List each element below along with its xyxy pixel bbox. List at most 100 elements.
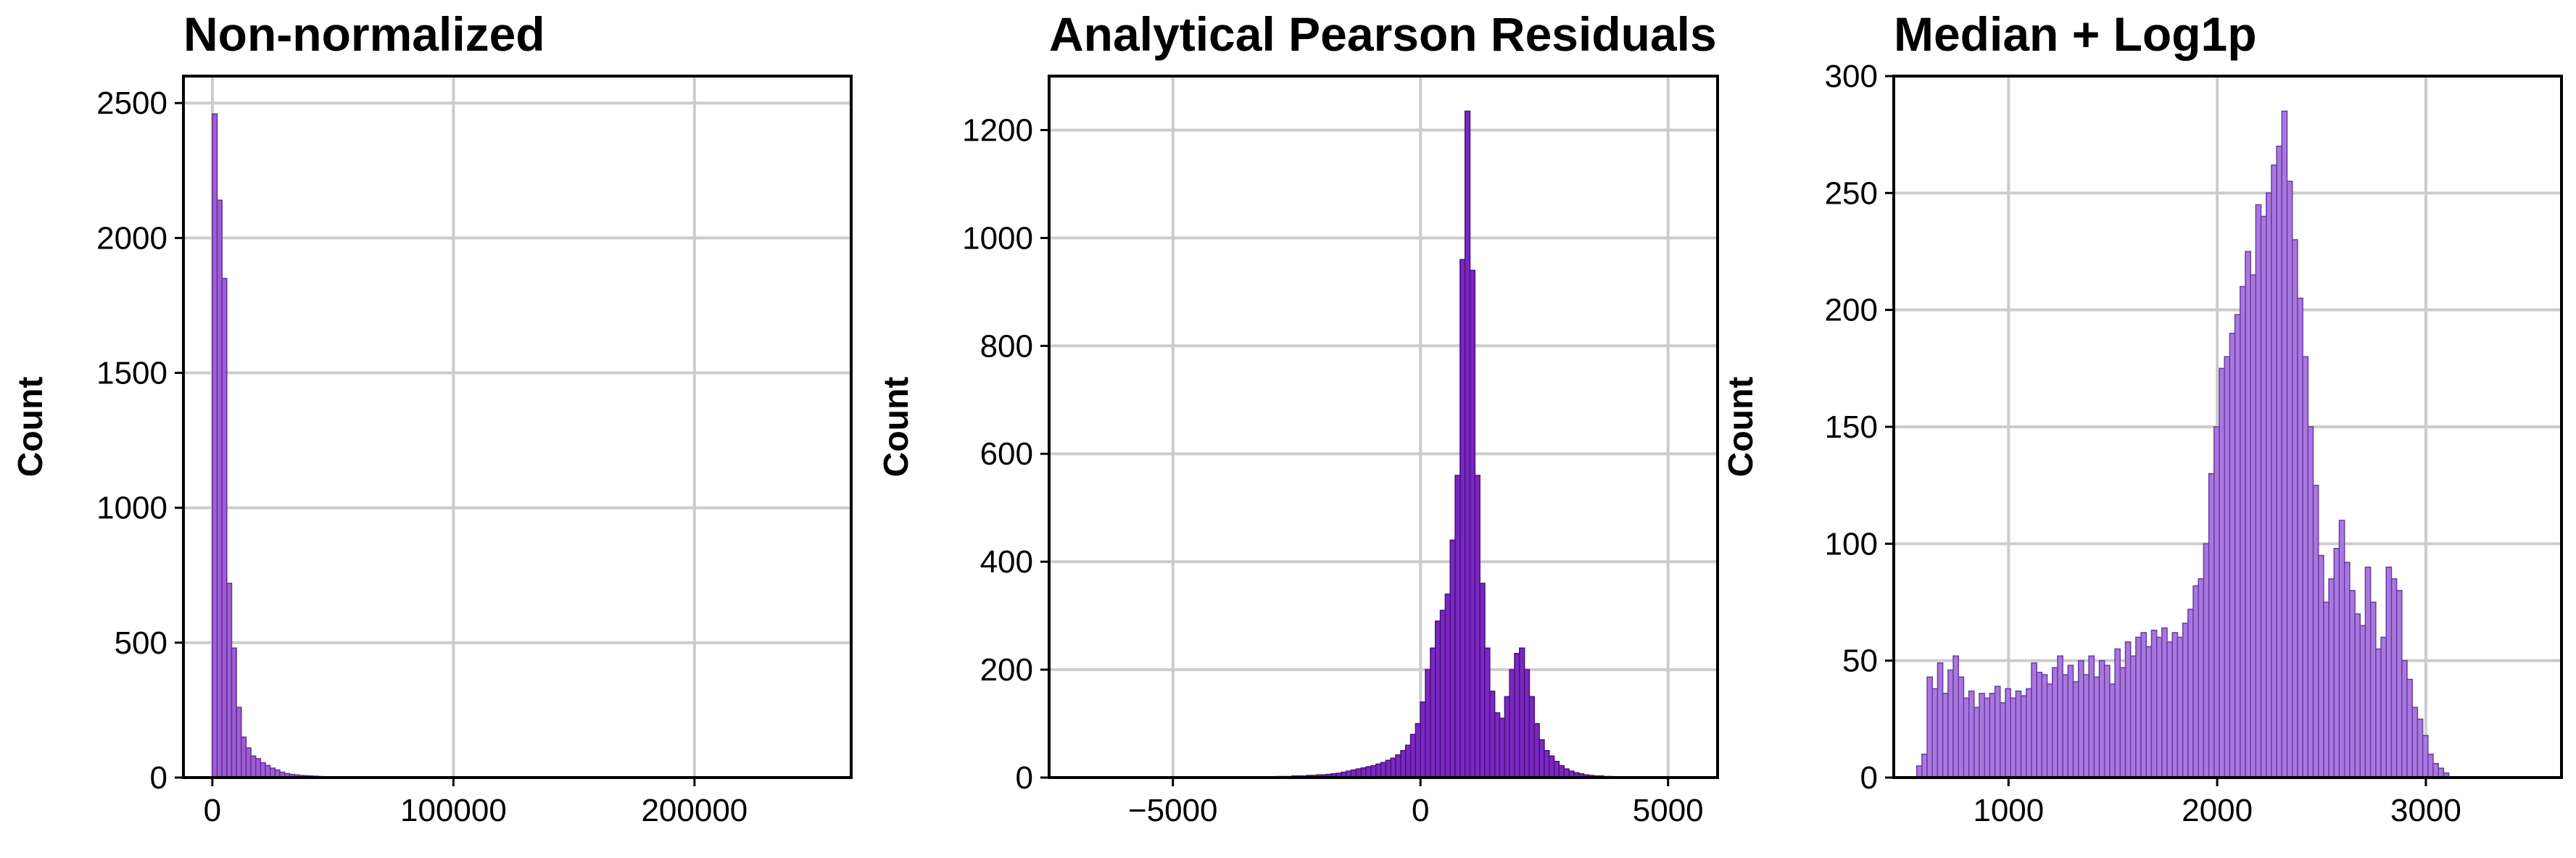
histogram-bar <box>1558 765 1565 778</box>
chart-title: Median + Log1p <box>1894 7 2257 61</box>
histogram-bar <box>2323 601 2329 778</box>
histogram-bar <box>2155 636 2163 778</box>
histogram-bar <box>1952 655 1959 778</box>
histogram-bar <box>2359 625 2366 778</box>
histogram-bar <box>2276 146 2283 778</box>
histogram-bar <box>2010 697 2017 778</box>
y-tick-label: 500 <box>115 625 167 661</box>
histogram-bar <box>1380 762 1387 778</box>
histogram-bar <box>2026 688 2032 778</box>
histogram-bar <box>1474 475 1480 778</box>
x-tick-label: −5000 <box>1128 793 1218 828</box>
histogram-bar <box>1484 647 1491 778</box>
histogram-bar <box>2333 548 2340 778</box>
histogram-bar <box>1464 110 1471 778</box>
histogram-bar <box>1519 647 1525 778</box>
histogram-bar <box>1994 686 2001 778</box>
histogram-bar <box>1937 662 1944 778</box>
histogram-bar <box>2161 627 2168 778</box>
y-tick-label: 0 <box>150 760 167 796</box>
histogram-bar <box>2198 578 2205 778</box>
histogram-bar <box>2093 676 2100 778</box>
histogram-bar <box>2385 566 2393 778</box>
histogram-bar <box>2265 192 2272 778</box>
histogram-bar <box>216 199 223 778</box>
histogram-bar <box>1538 739 1545 778</box>
histogram-bar <box>1434 620 1441 778</box>
y-tick-label: 400 <box>980 544 1033 580</box>
histogram-bar <box>1553 760 1560 778</box>
histogram-bar <box>1989 693 1996 778</box>
histogram-bar <box>2317 554 2324 778</box>
histogram-bar <box>1479 583 1486 778</box>
x-tick-label: 2000 <box>2182 793 2253 828</box>
histogram-bar <box>2119 667 2126 778</box>
histogram-bar <box>1931 688 1939 778</box>
histogram-bar <box>1404 744 1412 778</box>
histogram-bar <box>2088 655 2095 778</box>
histogram-bar <box>2140 632 2148 778</box>
histogram-bar <box>2057 655 2063 778</box>
histogram-bar <box>2349 590 2356 778</box>
y-tick-label: 100 <box>1825 526 1878 562</box>
y-tick-label: 300 <box>1825 59 1878 94</box>
y-axis-label: Count <box>12 377 50 478</box>
histogram-bar <box>226 583 233 778</box>
histogram-bar <box>2286 180 2293 778</box>
histogram-bar <box>2171 632 2179 778</box>
histogram-bar <box>236 707 242 778</box>
axes-frame <box>182 75 853 779</box>
histogram-bar <box>1916 765 1923 778</box>
histogram-bar <box>2213 426 2220 778</box>
histogram-bar <box>2187 608 2194 778</box>
histogram-bar <box>1425 669 1431 778</box>
histogram-bar <box>1968 690 1975 778</box>
histogram-bar <box>1375 763 1382 778</box>
bars <box>1172 110 1620 778</box>
histogram-bar <box>2375 648 2382 778</box>
histogram-bar <box>254 758 262 778</box>
histogram-bar <box>2103 665 2111 778</box>
histogram-bar <box>2245 251 2251 778</box>
histogram-bar <box>2354 613 2361 778</box>
histogram-bar <box>2432 762 2439 778</box>
histogram-bar <box>2046 683 2053 778</box>
histogram-bar <box>1439 609 1446 778</box>
y-tick-label: 200 <box>1825 293 1878 328</box>
histogram-bar <box>2135 636 2142 778</box>
histogram-bar <box>2369 601 2377 778</box>
histogram-bar <box>2109 683 2116 778</box>
histogram-bar <box>1499 717 1506 778</box>
histogram-bar <box>1444 593 1451 778</box>
histogram-bar <box>2031 662 2037 778</box>
histogram-bar <box>2192 585 2199 778</box>
y-tick-label: 1000 <box>962 220 1033 256</box>
histogram-bar <box>1409 733 1417 778</box>
histogram-bar <box>2067 665 2074 778</box>
histogram-bar <box>2395 590 2403 778</box>
y-tick-label: 2500 <box>96 86 167 121</box>
histogram-bar <box>1469 270 1476 778</box>
histogram-bar <box>1544 750 1550 778</box>
x-tick-label: 0 <box>1412 793 1429 828</box>
histogram-bar <box>1974 707 1980 778</box>
histogram-bar <box>2000 701 2006 778</box>
histogram-bar <box>2260 215 2267 778</box>
chart-title: Non-normalized <box>183 7 545 61</box>
histogram-bar <box>2234 314 2241 778</box>
histogram-bar <box>1523 669 1531 778</box>
histogram-bar <box>2307 426 2314 778</box>
histogram-bar <box>2240 286 2246 778</box>
histogram-bar <box>1390 757 1396 778</box>
histogram-bar <box>1984 697 1991 778</box>
histogram-bar <box>1504 696 1510 778</box>
histogram-bar <box>2328 578 2335 778</box>
histogram-bar <box>2015 690 2022 778</box>
panel-analytical-pearson-residuals: −5000 0 5000 0 200 400 600 800 1000 1200 Analytica… <box>877 7 1719 828</box>
chart-title: Analytical Pearson Residuals <box>1049 7 1717 61</box>
histogram-bar <box>1514 652 1520 778</box>
gridlines <box>183 76 851 779</box>
histogram-bar <box>1449 539 1456 778</box>
histogram-bar <box>2098 659 2105 778</box>
y-tick-label: 2000 <box>96 220 167 256</box>
